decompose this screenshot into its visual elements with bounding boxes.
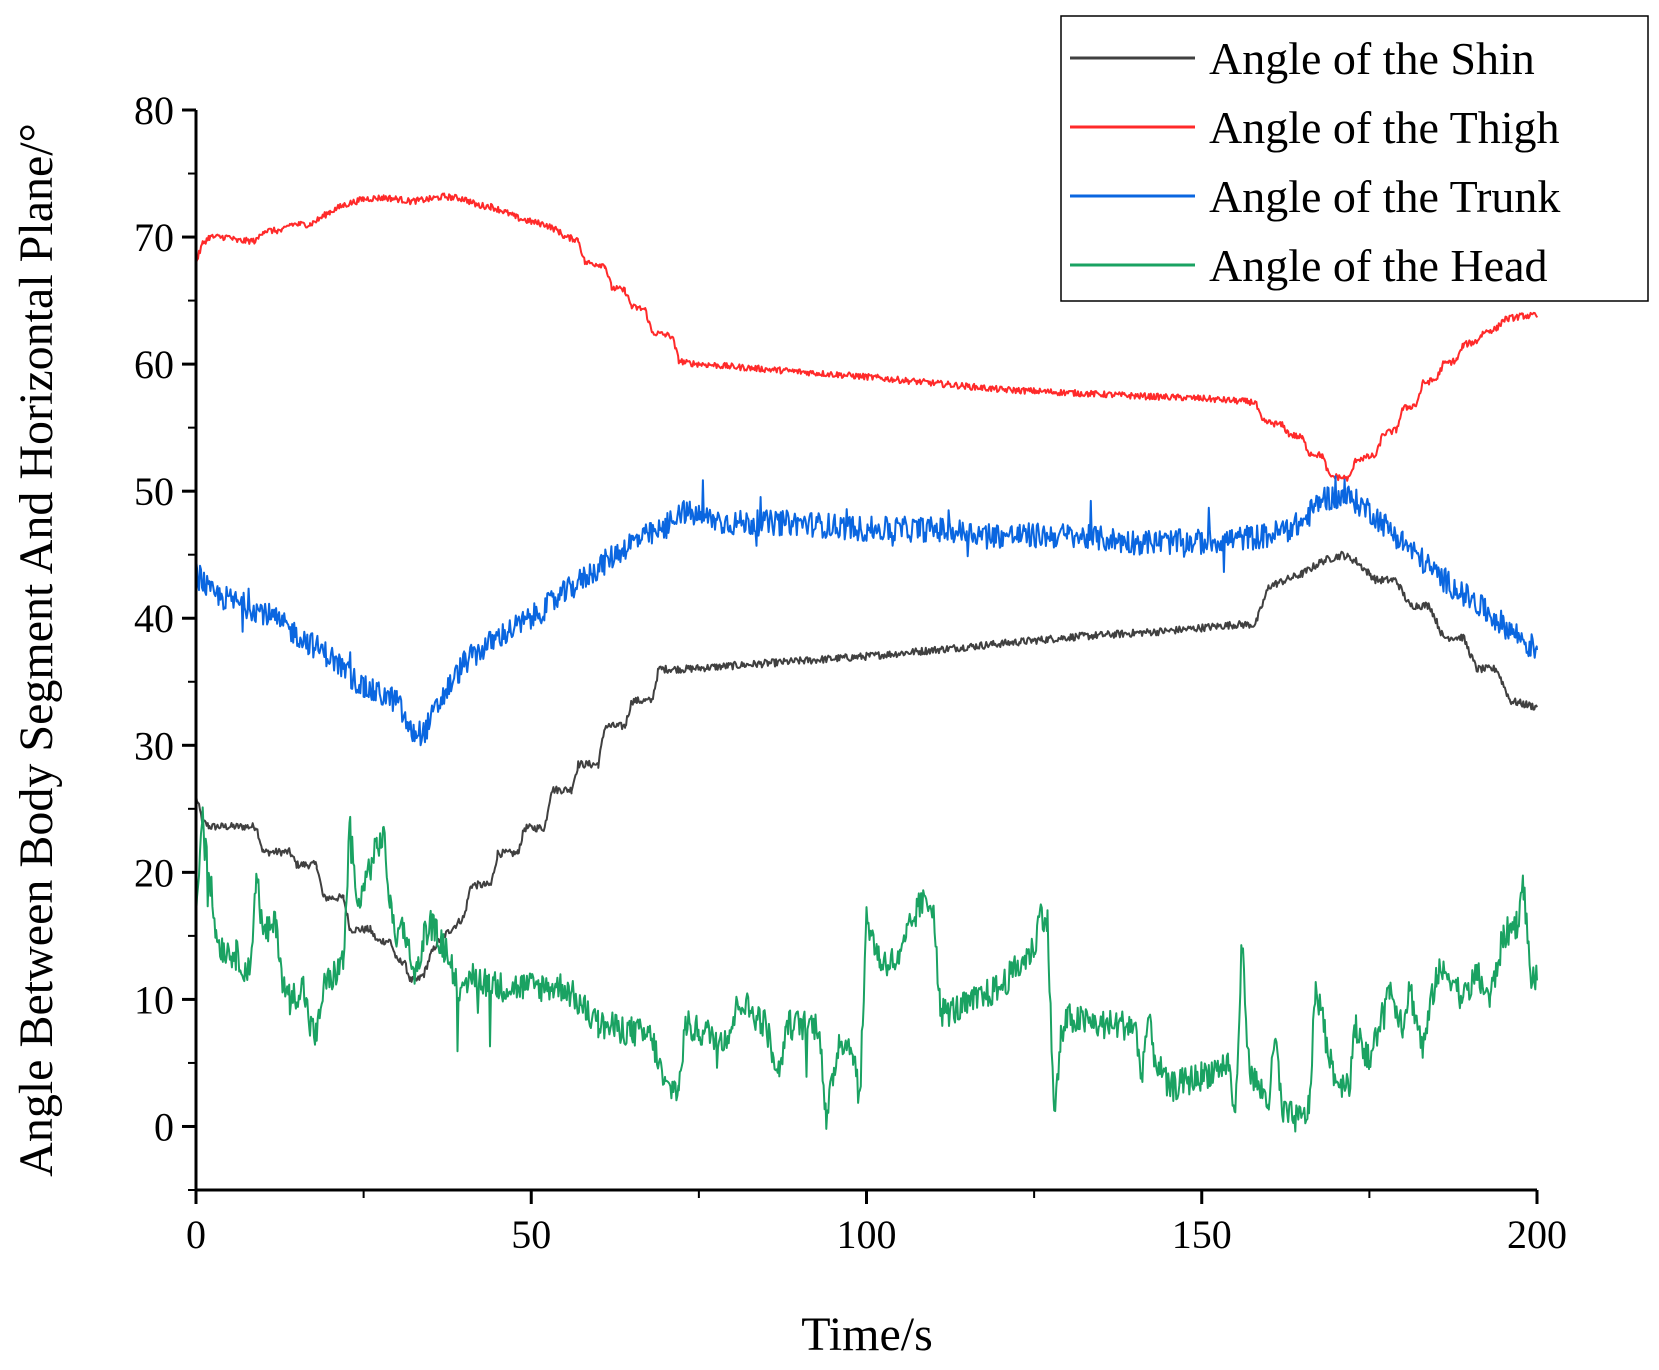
y-tick-label: 40 [134, 596, 174, 641]
series-line-angle-of-the-shin [195, 550, 1538, 983]
legend: Angle of the Shin Angle of the Thigh Angle… [1060, 15, 1649, 302]
x-tick-label: 150 [1172, 1212, 1232, 1257]
x-tick-label: 200 [1507, 1212, 1567, 1257]
y-axis-title: Angle Between Body Segment And Horizonta… [10, 123, 63, 1177]
y-tick-label: 30 [134, 723, 174, 768]
y-tick-label: 10 [134, 977, 174, 1022]
y-tick-label: 0 [154, 1104, 174, 1149]
y-tick-label: 60 [134, 342, 174, 387]
y-axis-ticks: 0 10 20 30 40 50 60 70 80 [134, 88, 196, 1191]
x-axis-ticks: 0 50 100 150 200 [186, 1190, 1567, 1257]
legend-label-angle-of-the-thigh: Angle of the Thigh [1209, 102, 1559, 153]
x-tick-label: 50 [511, 1212, 551, 1257]
y-tick-label: 70 [134, 215, 174, 260]
series-line-angle-of-the-trunk [195, 475, 1538, 747]
legend-label-angle-of-the-head: Angle of the Head [1209, 240, 1548, 291]
legend-box [1060, 15, 1649, 302]
y-tick-label: 80 [134, 88, 174, 133]
series-line-angle-of-the-head [195, 806, 1538, 1133]
y-tick-label: 20 [134, 850, 174, 895]
y-tick-label: 50 [134, 469, 174, 514]
x-tick-label: 0 [186, 1212, 206, 1257]
x-axis-title: Time/s [801, 1308, 933, 1361]
series-line-angle-of-the-thigh [195, 192, 1538, 482]
legend-label-angle-of-the-shin: Angle of the Shin [1209, 33, 1535, 84]
series-lines [195, 192, 1538, 1133]
x-tick-label: 100 [837, 1212, 897, 1257]
legend-label-angle-of-the-trunk: Angle of the Trunk [1209, 171, 1560, 222]
